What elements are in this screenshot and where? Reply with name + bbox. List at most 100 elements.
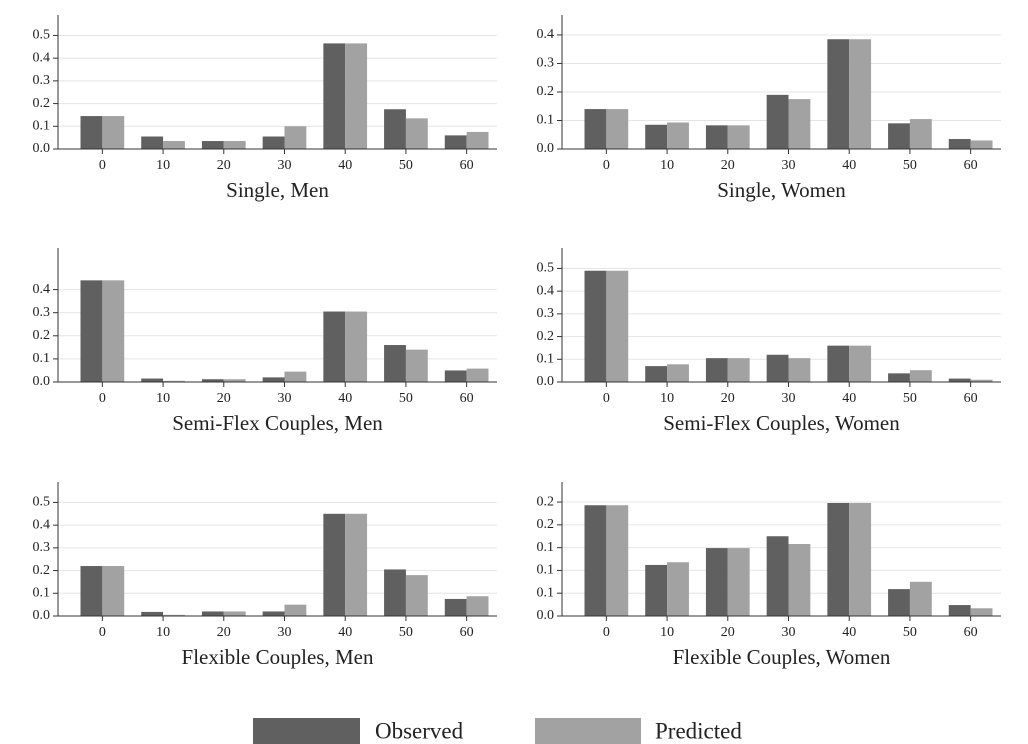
bar (323, 513, 346, 616)
bar (645, 564, 668, 616)
bar (201, 379, 224, 382)
y-tick-label: 0.5 (537, 261, 555, 276)
x-axis-title: Semi-Flex Couples, Women (663, 411, 900, 435)
x-tick-label: 20 (217, 391, 231, 406)
bar (948, 605, 971, 616)
y-tick-label: 0.1 (537, 585, 555, 600)
bar (606, 505, 629, 616)
x-tick-label: 50 (903, 158, 917, 173)
x-tick-label: 50 (399, 158, 413, 173)
bar (727, 548, 750, 616)
bar (444, 598, 467, 616)
y-tick-label: 0.3 (33, 540, 51, 555)
y-tick-label: 0.3 (537, 306, 555, 321)
bar (705, 358, 728, 382)
x-tick-label: 10 (156, 625, 170, 640)
bar (948, 139, 971, 149)
x-tick-label: 0 (99, 158, 106, 173)
bar (584, 270, 607, 382)
y-tick-label: 0.2 (537, 84, 555, 99)
y-tick-label: 0.4 (33, 50, 51, 65)
x-tick-label: 0 (99, 391, 106, 406)
bar (788, 358, 811, 382)
x-tick-label: 20 (721, 158, 735, 173)
x-tick-label: 10 (156, 391, 170, 406)
x-axis-title: Semi-Flex Couples, Men (172, 411, 383, 435)
x-tick-label: 10 (660, 391, 674, 406)
x-tick-label: 40 (842, 158, 856, 173)
bar (223, 379, 246, 382)
y-tick-label: 0.1 (537, 113, 555, 128)
y-tick-label: 0.1 (537, 352, 555, 367)
x-tick-label: 20 (721, 391, 735, 406)
y-tick-label: 0.4 (33, 282, 51, 297)
bar (141, 378, 164, 382)
bar (849, 502, 872, 616)
bar (405, 349, 428, 382)
x-tick-label: 40 (338, 158, 352, 173)
bar (384, 109, 406, 149)
bar (727, 358, 750, 382)
bar (888, 123, 910, 149)
bar (345, 513, 368, 616)
bar (909, 581, 932, 616)
bar (262, 136, 285, 149)
bar (284, 371, 307, 382)
bar (80, 116, 103, 149)
x-tick-label: 60 (460, 625, 474, 640)
bar (323, 311, 346, 382)
bar (102, 566, 125, 616)
y-tick-label: 0.2 (537, 329, 555, 344)
bar (262, 611, 285, 616)
y-tick-label: 0.2 (537, 517, 555, 532)
bar (584, 109, 607, 149)
y-tick-label: 0.0 (33, 608, 51, 623)
bar (667, 364, 689, 382)
x-tick-label: 40 (338, 625, 352, 640)
bar (948, 378, 971, 382)
bar (645, 124, 668, 149)
bar (827, 502, 850, 616)
x-tick-label: 30 (782, 625, 796, 640)
y-tick-label: 0.1 (537, 563, 555, 578)
bar (909, 370, 932, 382)
x-tick-label: 60 (964, 391, 978, 406)
bar (201, 611, 224, 616)
x-tick-label: 30 (782, 158, 796, 173)
x-tick-label: 50 (903, 391, 917, 406)
x-axis-title: Single, Women (717, 178, 846, 202)
bar (788, 99, 811, 149)
y-tick-label: 0.1 (33, 119, 51, 134)
bar (827, 345, 850, 382)
x-tick-label: 0 (603, 158, 610, 173)
bar (102, 280, 125, 382)
y-tick-label: 0.5 (33, 28, 51, 43)
bar (849, 345, 872, 382)
y-tick-label: 0.0 (537, 141, 555, 156)
bar (727, 125, 750, 149)
bar (80, 566, 103, 616)
bar (766, 94, 789, 149)
bar (323, 43, 346, 149)
bar (667, 562, 689, 616)
x-tick-label: 10 (156, 158, 170, 173)
bar (444, 135, 467, 149)
bar (970, 608, 993, 616)
x-axis-title: Flexible Couples, Women (673, 645, 891, 669)
y-tick-label: 0.0 (537, 374, 555, 389)
bar (141, 611, 164, 616)
x-tick-label: 30 (278, 158, 292, 173)
x-tick-label: 60 (460, 158, 474, 173)
y-tick-label: 0.4 (537, 27, 555, 42)
x-tick-label: 50 (399, 625, 413, 640)
x-tick-label: 20 (217, 158, 231, 173)
bar (262, 377, 285, 382)
x-tick-label: 40 (338, 391, 352, 406)
bar (163, 380, 185, 382)
bar (606, 109, 629, 149)
y-tick-label: 0.5 (33, 495, 51, 510)
bar (888, 589, 910, 616)
bar (766, 536, 789, 616)
x-tick-label: 0 (603, 391, 610, 406)
